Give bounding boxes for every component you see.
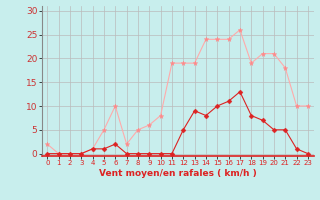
X-axis label: Vent moyen/en rafales ( km/h ): Vent moyen/en rafales ( km/h ) [99, 169, 256, 178]
